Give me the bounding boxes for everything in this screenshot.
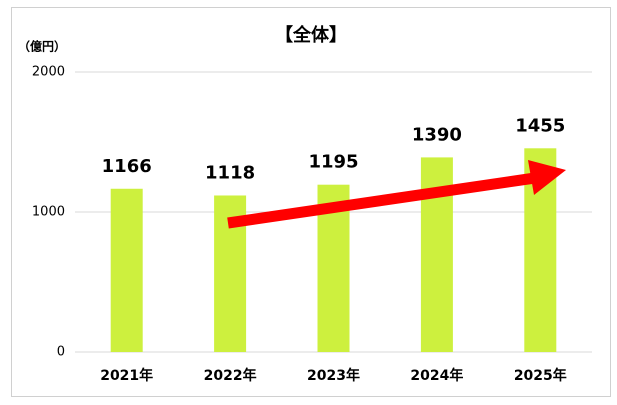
x-tick-label: 2025年	[514, 367, 567, 384]
y-axis-label: （億円）	[18, 39, 66, 54]
arrow-head	[528, 160, 566, 195]
x-tick-label: 2023年	[307, 367, 360, 384]
x-tick-label: 2021年	[100, 367, 153, 384]
value-label: 1166	[102, 156, 152, 177]
trend-arrow	[227, 160, 566, 229]
value-label: 1118	[205, 162, 255, 183]
x-tick-label: 2024年	[410, 367, 463, 384]
value-label: 1390	[412, 124, 462, 145]
value-label: 1195	[308, 152, 358, 173]
value-label: 1455	[515, 115, 565, 136]
y-tick-label: 1000	[32, 205, 65, 220]
chart-border	[11, 7, 611, 397]
arrow-shaft	[227, 172, 536, 229]
y-tick-label: 0	[57, 345, 65, 360]
chart-title: 【全体】	[275, 24, 347, 46]
y-tick-label: 2000	[32, 65, 65, 80]
bar	[110, 188, 143, 352]
x-tick-label: 2022年	[204, 367, 257, 384]
plot-area: 0 1000 2000 2021年 1166 2022年 1118 2023年 1195 2024…	[32, 65, 592, 384]
